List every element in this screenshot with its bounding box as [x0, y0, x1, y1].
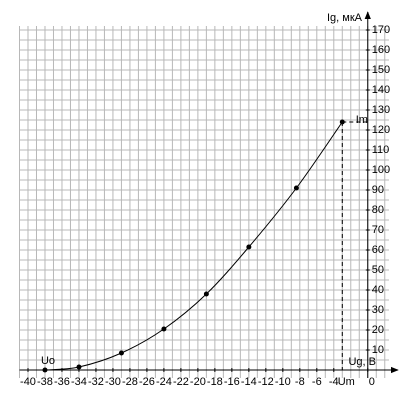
data-point: [293, 185, 299, 191]
y-tick-label: 150: [372, 64, 390, 76]
x-tick-label: -20: [190, 376, 206, 388]
x-tick-label: -24: [156, 376, 172, 388]
x-axis-label: Ug, В: [348, 356, 376, 368]
data-point: [203, 291, 209, 297]
y-tick-label: 10: [372, 344, 384, 356]
curve: [44, 121, 343, 371]
data-point: [161, 326, 167, 332]
x-tick-label: -4: [329, 376, 339, 388]
y-tick-label: 160: [372, 44, 390, 56]
x-tick-label: -32: [88, 376, 104, 388]
x-tick-label: -26: [139, 376, 155, 388]
data-point: [42, 367, 48, 373]
data-point: [76, 364, 82, 370]
annotation: Im: [356, 114, 368, 126]
x-tick-label: -14: [241, 376, 257, 388]
plot: -40 -38 -36 -34 -32 -30 -28 -26 -24 -22 -20 -18 -16-…: [19, 11, 399, 388]
x-tick-label: -40: [20, 376, 36, 388]
x-tick-label: -6: [312, 376, 322, 388]
y-tick-label: 130: [372, 104, 390, 116]
y-tick-label: 140: [372, 84, 390, 96]
y-tick-label: 50: [372, 264, 384, 276]
y-tick-label: 110: [372, 144, 390, 156]
y-tick-label: 80: [372, 204, 384, 216]
x-tick-label: 0: [369, 376, 375, 388]
y-tick-label: 70: [372, 224, 384, 236]
y-tick-label: 40: [372, 284, 384, 296]
y-tick-label: 170: [372, 24, 390, 36]
y-axis-label: Ig, мкА: [327, 12, 363, 24]
y-tick-label: 100: [372, 164, 390, 176]
x-tick-label: -12: [258, 376, 274, 388]
data-point: [246, 244, 252, 250]
grid: [19, 26, 389, 378]
x-tick-label: -36: [54, 376, 70, 388]
x-tick-label: -30: [105, 376, 121, 388]
x-tick-label: -10: [275, 376, 291, 388]
x-tick-label: -8: [295, 376, 305, 388]
y-tick-label: 60: [372, 244, 384, 256]
x-tick-label: -18: [207, 376, 223, 388]
x-tick-label: -34: [71, 376, 87, 388]
annotation: Um: [338, 376, 355, 388]
y-tick-label: 20: [372, 324, 384, 336]
data-point: [118, 350, 124, 356]
y-tick-label: 30: [372, 304, 384, 316]
y-tick-label: 90: [372, 184, 384, 196]
x-tick-label: -16: [224, 376, 240, 388]
x-tick-label: -22: [173, 376, 189, 388]
data-point: [339, 119, 345, 125]
x-tick-label: -38: [37, 376, 53, 388]
annotation: Uo: [41, 355, 55, 367]
x-tick-label: -28: [122, 376, 138, 388]
y-tick-label: 120: [372, 124, 390, 136]
